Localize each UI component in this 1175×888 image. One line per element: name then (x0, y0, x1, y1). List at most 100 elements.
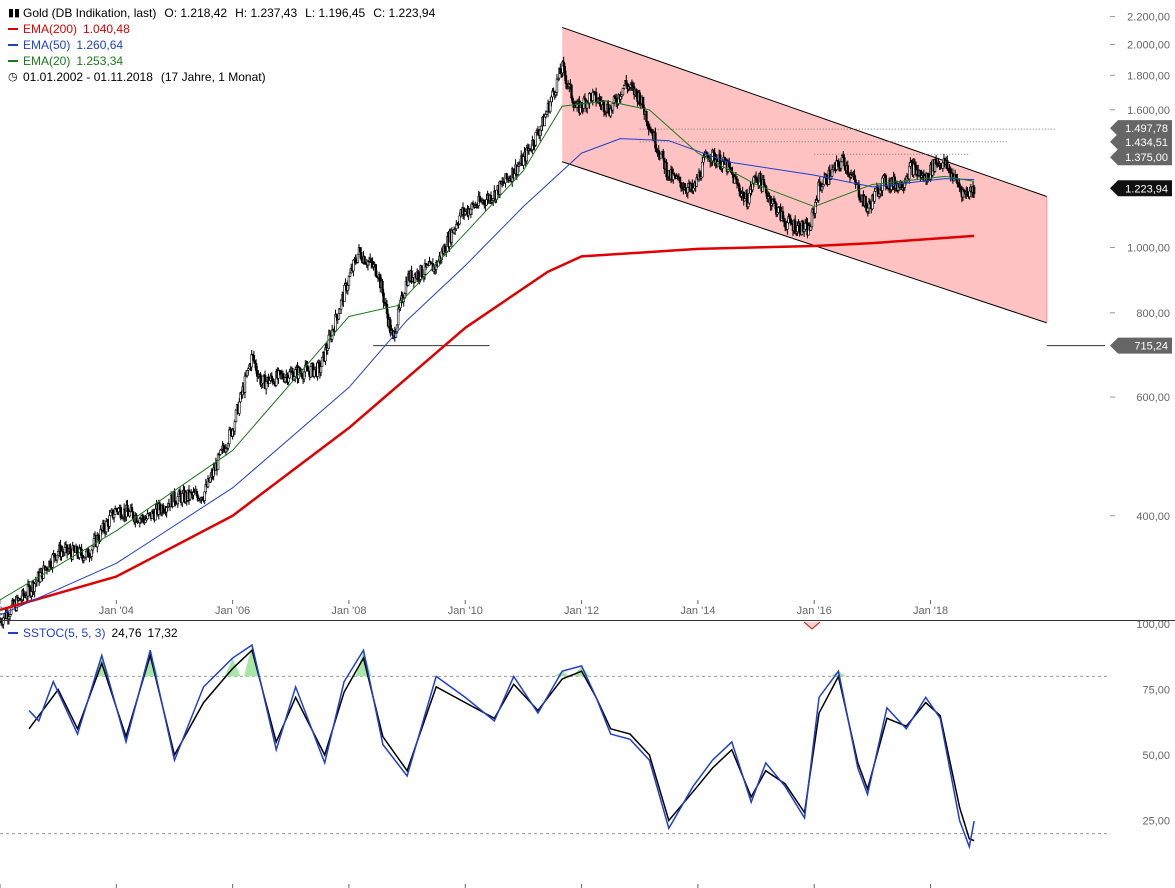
candle-body (759, 173, 762, 183)
candle-body (678, 176, 682, 183)
candle-body (638, 92, 641, 105)
candle-body (112, 514, 116, 518)
candle-body (261, 375, 265, 384)
price-marker-tag (1110, 133, 1172, 150)
candle-body (731, 172, 734, 176)
candle-body (846, 165, 849, 175)
legend-ema20: EMA(20) 1.253,34 (8, 53, 435, 69)
stoch-swatch (8, 632, 18, 634)
ema-line (0, 234, 975, 612)
stoch-y-label: 50,00 (1142, 750, 1170, 762)
candle (972, 184, 976, 198)
ohlc-low: L: 1.196,45 (305, 6, 366, 20)
candle-body (238, 401, 241, 414)
candle-body (335, 314, 338, 318)
candle-body (873, 191, 876, 202)
ema200-label: EMA(200) (23, 22, 78, 36)
y-tick-label: 2.000,00 (1127, 39, 1170, 51)
ohlc-close: C: 1.223,94 (373, 6, 436, 20)
ohlc-open: O: 1.218,42 (164, 6, 228, 20)
price-markers: 1.497,78 1.434,51 1.375,00 1.223,94 715,24 (1110, 120, 1172, 354)
trend-channel (562, 26, 1048, 324)
channel-lower-line (562, 161, 1047, 324)
candle-body (662, 150, 665, 159)
price-marker-label: 1.375,00 (1125, 152, 1168, 164)
candle-body (843, 157, 846, 167)
candle-body (825, 174, 828, 185)
price-marker-tag (1110, 337, 1172, 354)
x-tick-label: Jan '04 (99, 605, 134, 617)
candle-body (53, 553, 57, 558)
stoch-d-value: 17,32 (147, 626, 178, 640)
ema20-value: 1.253,34 (76, 54, 124, 68)
candle-body (564, 75, 568, 85)
ema200-value: 1.040,48 (83, 22, 130, 36)
ema20-label: EMA(20) (23, 54, 71, 68)
ema20-swatch (8, 60, 18, 62)
price-marker-label: 1.434,51 (1125, 137, 1168, 149)
x-tick-label: Jan '08 (331, 605, 366, 617)
stoch-y-label: 75,00 (1142, 685, 1170, 697)
price-marker: 1.497,78 (1110, 120, 1172, 137)
channel-fill (562, 27, 1047, 323)
candle-body (243, 375, 247, 393)
price-marker: 715,24 (1110, 337, 1172, 354)
ema50-value: 1.260,64 (76, 38, 124, 52)
price-marker-tag (1110, 120, 1172, 137)
channel-upper-line (562, 26, 1048, 197)
overbought-fill (224, 658, 241, 677)
y-tick-label: 1.800,00 (1127, 70, 1170, 82)
price-marker: 1.375,00 (1110, 149, 1172, 166)
axes: 2.200,00 2.000,00 1.800,00 1.600,00 1.000,00… (0, 12, 1175, 888)
y-tick-label: 400,00 (1136, 511, 1170, 523)
period-range: 01.01.2002 - 01.11.2018 (23, 70, 153, 84)
candle-body (719, 154, 722, 170)
candle-body (233, 421, 237, 432)
candle-body (51, 554, 54, 568)
x-tick-label: Jan '16 (797, 605, 832, 617)
ema200-swatch (8, 28, 18, 30)
signal-arrow-icon (803, 621, 821, 630)
stoch-y-label: 25,00 (1142, 816, 1170, 828)
candle-body (946, 160, 949, 170)
candle-body (173, 491, 176, 503)
stoch-y-label: 100,00 (1136, 619, 1170, 631)
candle-body (798, 223, 801, 234)
candle-body (839, 161, 843, 169)
legend-instrument-row: ▮▮ Gold (DB Indikation, last) O: 1.218,4… (8, 5, 435, 21)
bar-chart-icon: ▮▮ (8, 7, 21, 19)
price-marker-tag (1110, 180, 1172, 197)
candle-body (319, 366, 323, 374)
price-marker-label: 1.223,94 (1125, 183, 1168, 195)
x-tick-label: Jan '14 (680, 605, 715, 617)
ema50-label: EMA(50) (23, 38, 71, 52)
price-candles (0, 56, 976, 629)
price-marker-label: 1.497,78 (1125, 123, 1168, 135)
candle-body (108, 515, 111, 527)
price-marker-tag (1110, 149, 1172, 166)
candle-body (288, 371, 291, 379)
clock-icon: ◷ (8, 71, 18, 83)
candle-body (327, 334, 331, 349)
stoch-k-line (28, 643, 975, 850)
legend-ema50: EMA(50) 1.260,64 (8, 37, 435, 53)
candle (330, 324, 334, 343)
x-tick-label: Jan '12 (564, 605, 599, 617)
candle-body (972, 186, 976, 195)
x-tick-label: 2 (0, 605, 3, 617)
overbought-fill (355, 650, 372, 677)
candle-body (181, 493, 184, 503)
candle-body (337, 313, 341, 320)
y-tick-label: 800,00 (1136, 308, 1170, 320)
x-tick-label: Jan '10 (448, 605, 483, 617)
candle (555, 74, 559, 96)
stoch-k-value: 24,76 (111, 626, 142, 640)
stoch-label: SSTOC(5, 5, 3) (23, 626, 106, 640)
ema50-swatch (8, 44, 18, 46)
ema-lines (0, 100, 975, 616)
y-tick-label: 1.000,00 (1127, 242, 1170, 254)
candle-body (420, 265, 423, 277)
y-tick-label: 2.200,00 (1127, 12, 1170, 24)
stoch-d-line (28, 648, 975, 842)
